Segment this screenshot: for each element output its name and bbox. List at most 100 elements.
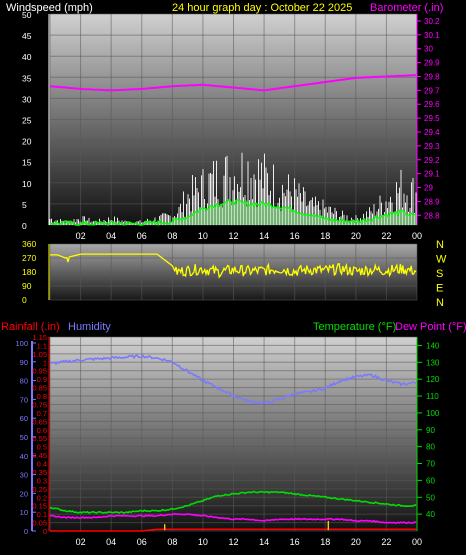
wind-y-tick: 30 <box>22 94 32 104</box>
temp-y-tick: 40 <box>426 510 435 519</box>
humidity-y-tick: 10 <box>20 508 28 517</box>
rain-y-tick: 1.1 <box>37 341 47 350</box>
wind-y-tick: 10 <box>22 179 32 189</box>
compass-letter: N <box>436 239 444 251</box>
rainfall-label: Rainfall (.in) <box>1 321 60 333</box>
wind-x-tick: 08 <box>167 231 177 241</box>
direction-y-tick: 0 <box>22 295 27 305</box>
humidity-line <box>49 354 417 406</box>
temp-y-tick: 60 <box>426 476 435 485</box>
baro-y-tick: 29.8 <box>424 72 440 81</box>
rain-y-tick: 0.4 <box>37 460 47 469</box>
rain-y-tick: 0.5 <box>37 443 47 452</box>
temp-x-tick: 08 <box>167 537 177 547</box>
temp-y-tick: 140 <box>426 341 440 350</box>
baro-y-tick: 28.8 <box>424 211 440 220</box>
wind-x-tick: 02 <box>76 231 86 241</box>
rain-y-tick: 0.6 <box>37 426 47 435</box>
rain-y-tick: 1.05 <box>32 350 47 359</box>
wind-direction-line <box>50 253 417 279</box>
wind-average-line <box>49 199 417 227</box>
wind-y-tick: 0 <box>22 221 27 231</box>
humidity-y-tick: 40 <box>20 452 28 461</box>
wind-x-tick: 22 <box>381 231 391 241</box>
direction-y-tick: 90 <box>22 281 32 291</box>
wind-y-tick: 20 <box>22 137 32 147</box>
rain-y-tick: 0.95 <box>32 367 47 376</box>
temp-panel-plot <box>49 354 417 532</box>
temp-x-tick: 04 <box>106 537 116 547</box>
temp-y-tick: 70 <box>426 460 435 469</box>
barometer-label: Barometer (.in) <box>370 2 443 14</box>
baro-y-tick: 29 <box>424 184 433 193</box>
temp-x-tick: 00 <box>412 537 422 547</box>
rain-y-tick: 0.35 <box>32 468 47 477</box>
rain-y-tick: 0.85 <box>32 384 47 393</box>
rain-y-tick: 0.25 <box>32 485 47 494</box>
wind-y-tick: 50 <box>22 10 32 20</box>
temp-y-tick: 100 <box>426 409 440 418</box>
humidity-y-tick: 70 <box>20 395 28 404</box>
direction-y-tick: 270 <box>22 253 36 263</box>
wind-y-tick: 45 <box>22 31 32 41</box>
wind-y-tick: 35 <box>22 73 32 83</box>
rainfall-line <box>50 528 416 532</box>
temp-x-tick: 10 <box>198 537 208 547</box>
humidity-label: Humidity <box>68 321 111 333</box>
wind-x-tick: 18 <box>320 231 330 241</box>
temp-panel-axes: 00.050.10.150.20.250.30.350.40.450.50.55… <box>15 333 439 547</box>
baro-y-tick: 29.5 <box>424 114 440 123</box>
rain-y-tick: 0.2 <box>37 493 47 502</box>
rain-y-tick: 0.3 <box>37 476 47 485</box>
wind-label: Windspeed (mph) <box>6 2 93 14</box>
compass-letter: E <box>436 283 443 295</box>
direction-panel-grid <box>49 243 418 301</box>
compass-letter: S <box>436 268 443 280</box>
wind-y-tick: 40 <box>22 52 32 62</box>
humidity-y-tick: 50 <box>20 433 28 442</box>
humidity-y-tick: 30 <box>20 471 28 480</box>
temp-y-tick: 50 <box>426 493 435 502</box>
rain-y-tick: 0 <box>43 527 47 536</box>
wind-y-tick: 25 <box>22 116 32 126</box>
rain-y-tick: 0.8 <box>37 392 47 401</box>
baro-y-tick: 29.7 <box>424 86 440 95</box>
baro-y-tick: 29.3 <box>424 142 440 151</box>
rain-y-tick: 0.75 <box>32 400 47 409</box>
rain-y-tick: 1 <box>43 358 47 367</box>
wind-panel-axes: 0 5 10 15 20 25 30 35 40 45 50 28.8 28.9 29 29.1 29.2 29… <box>22 10 440 241</box>
temp-x-tick: 06 <box>137 537 147 547</box>
compass-letter: N <box>436 297 444 309</box>
dew-point-label: Dew Point (°F) <box>395 321 466 333</box>
temp-x-tick: 20 <box>351 537 361 547</box>
baro-y-tick: 29.4 <box>424 128 440 137</box>
rain-y-tick: 0.15 <box>32 502 47 511</box>
compass-letter: W <box>436 254 447 266</box>
barometer-line <box>49 74 417 92</box>
humidity-y-tick: 60 <box>20 414 28 423</box>
baro-y-tick: 30.2 <box>424 17 440 26</box>
wind-x-tick: 04 <box>106 231 116 241</box>
humidity-y-tick: 0 <box>24 527 28 536</box>
rain-y-tick: 0.45 <box>32 451 47 460</box>
direction-panel-axes: 0 90 180 270 360 <box>22 239 50 305</box>
rain-y-tick: 0.7 <box>37 409 47 418</box>
temp-y-tick: 130 <box>426 358 440 367</box>
baro-y-tick: 29.2 <box>424 156 440 165</box>
dew-point-line <box>49 512 417 524</box>
baro-y-tick: 28.9 <box>424 197 440 206</box>
direction-y-tick: 360 <box>22 239 36 249</box>
temp-y-tick: 80 <box>426 443 435 452</box>
rain-y-tick: 0.9 <box>37 375 47 384</box>
temp-x-tick: 12 <box>228 537 238 547</box>
temp-y-tick: 90 <box>426 426 435 435</box>
wind-x-tick: 06 <box>137 231 147 241</box>
baro-y-tick: 29.9 <box>424 59 440 68</box>
baro-y-tick: 29.1 <box>424 170 440 179</box>
rain-y-tick: 1.15 <box>32 333 47 342</box>
baro-y-tick: 29.6 <box>424 100 440 109</box>
temperature-line <box>49 490 416 515</box>
temp-x-tick: 02 <box>76 537 86 547</box>
temp-x-tick: 18 <box>320 537 330 547</box>
